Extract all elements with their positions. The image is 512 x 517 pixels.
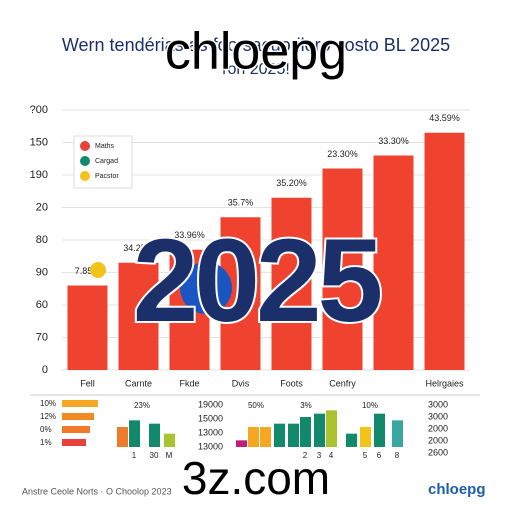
mini-mid-label: 13000 [198, 441, 223, 451]
bar [164, 433, 175, 447]
x-tick-label: Dvis [232, 378, 250, 388]
bar [314, 413, 325, 447]
x-tick-label: Fell [80, 378, 95, 388]
bar [274, 423, 285, 447]
mini-right-label: 2000 [428, 423, 448, 433]
legend-label: Pacstor [95, 173, 119, 180]
sun-icon [90, 262, 106, 278]
bar-annotation: 33.96% [174, 230, 205, 240]
hbar-label: 1% [40, 438, 52, 447]
bar-annotation: 34.25% [123, 243, 154, 253]
mini-x-label: 30 [150, 451, 159, 460]
legend-label: Maths [95, 143, 115, 150]
mini-mid-label: 13000 [198, 427, 223, 437]
globe-icon [180, 262, 232, 314]
bar [288, 423, 299, 447]
hbar-label: 0% [40, 425, 52, 434]
y-tick-label: 0 [42, 364, 48, 376]
y-tick-label: 70 [36, 331, 48, 343]
mini-right-label: 3000 [428, 399, 448, 409]
y-tick-label: 20 [36, 201, 48, 213]
mini-x-label: 3 [317, 451, 322, 460]
mini-x-label: 8 [395, 451, 400, 460]
y-tick-label: ?00 [30, 104, 48, 116]
mini-right-label: 2600 [428, 447, 448, 457]
bar [260, 427, 271, 447]
legend-label: Cargad [95, 158, 118, 165]
watermark: chloepg [165, 23, 347, 81]
x-tick-label: Foots [280, 378, 303, 388]
legend-swatch [80, 141, 90, 151]
mini-right-label: 2000 [428, 435, 448, 445]
x-tick-label: Carnte [125, 378, 152, 388]
bar [346, 433, 357, 447]
hbar [62, 400, 98, 407]
brand: chloepg [428, 481, 486, 498]
bar [300, 417, 311, 447]
bar-annotation: 35.7% [228, 198, 254, 208]
chart-title: Wern tendérias as foo sacuoriloro costo … [62, 35, 450, 55]
mini-x-label: 5 [363, 451, 368, 460]
hbar [62, 439, 86, 446]
x-tick-label: Helrgaies [425, 378, 464, 388]
bar [326, 410, 337, 447]
bar [236, 440, 247, 447]
bar [374, 413, 385, 447]
y-tick-label: 150 [30, 136, 48, 148]
mini-text: 50% [248, 401, 264, 410]
mini-text: 3% [300, 401, 312, 410]
hbar-label: 12% [40, 412, 56, 421]
bar-annotation: 33.30% [378, 136, 409, 146]
bar [67, 285, 108, 370]
bar-annotation: 7.85% [75, 266, 101, 276]
bar [392, 420, 403, 447]
y-tick-label: 60 [36, 299, 48, 311]
mini-mid-label: 19000 [198, 399, 223, 409]
mini-x-label: 1 [132, 451, 137, 460]
hbar-label: 10% [40, 399, 56, 408]
domain-overlay: 3z.com [182, 452, 330, 504]
bar [322, 168, 363, 370]
mini-x-label: 6 [377, 451, 382, 460]
y-tick-label: 190 [30, 169, 48, 181]
main-chart: 0 70 60 90 80 20 190 150 ?00 Fell 7.85% Carnte 34.25… [30, 104, 470, 388]
legend-swatch [80, 156, 90, 166]
bar [424, 132, 465, 370]
bar [149, 423, 160, 447]
bar [360, 427, 371, 447]
bar-annotation: 43.59% [429, 113, 460, 123]
legend-swatch [80, 171, 90, 181]
bar [271, 197, 312, 370]
year-overlay: 2025 [133, 215, 381, 347]
mini-x-label: 4 [329, 451, 334, 460]
bar [248, 427, 259, 447]
bar-annotation: 23.30% [327, 149, 358, 159]
mini-text: 10% [362, 401, 378, 410]
hbar [62, 426, 90, 433]
chart-subtitle: ron 2025! [222, 61, 290, 78]
x-tick-label: Fkde [179, 378, 199, 388]
bar [118, 262, 159, 370]
x-tick-label: Cenfry [329, 378, 356, 388]
bar-annotation: 35.20% [276, 178, 307, 188]
bar [373, 155, 414, 370]
y-tick-label: 80 [36, 234, 48, 246]
bar [129, 420, 140, 447]
mini-right-label: 3000 [428, 411, 448, 421]
mini-text: 23% [134, 401, 150, 410]
bar [117, 427, 128, 447]
mini-x-label: 2 [303, 451, 308, 460]
mini-mid-label: 15000 [198, 413, 223, 423]
mini-x-label: M [166, 451, 173, 460]
mini-charts: 10% 12% 0% 1% 1 30 M 2 3 4 5 6 8 23% 50% 3% 10% 19000 1500… [30, 394, 480, 460]
y-tick-label: 90 [36, 266, 48, 278]
footer: Anstre Ceole Norts · O Choolop 2023 [22, 486, 172, 496]
hbar [62, 413, 94, 420]
